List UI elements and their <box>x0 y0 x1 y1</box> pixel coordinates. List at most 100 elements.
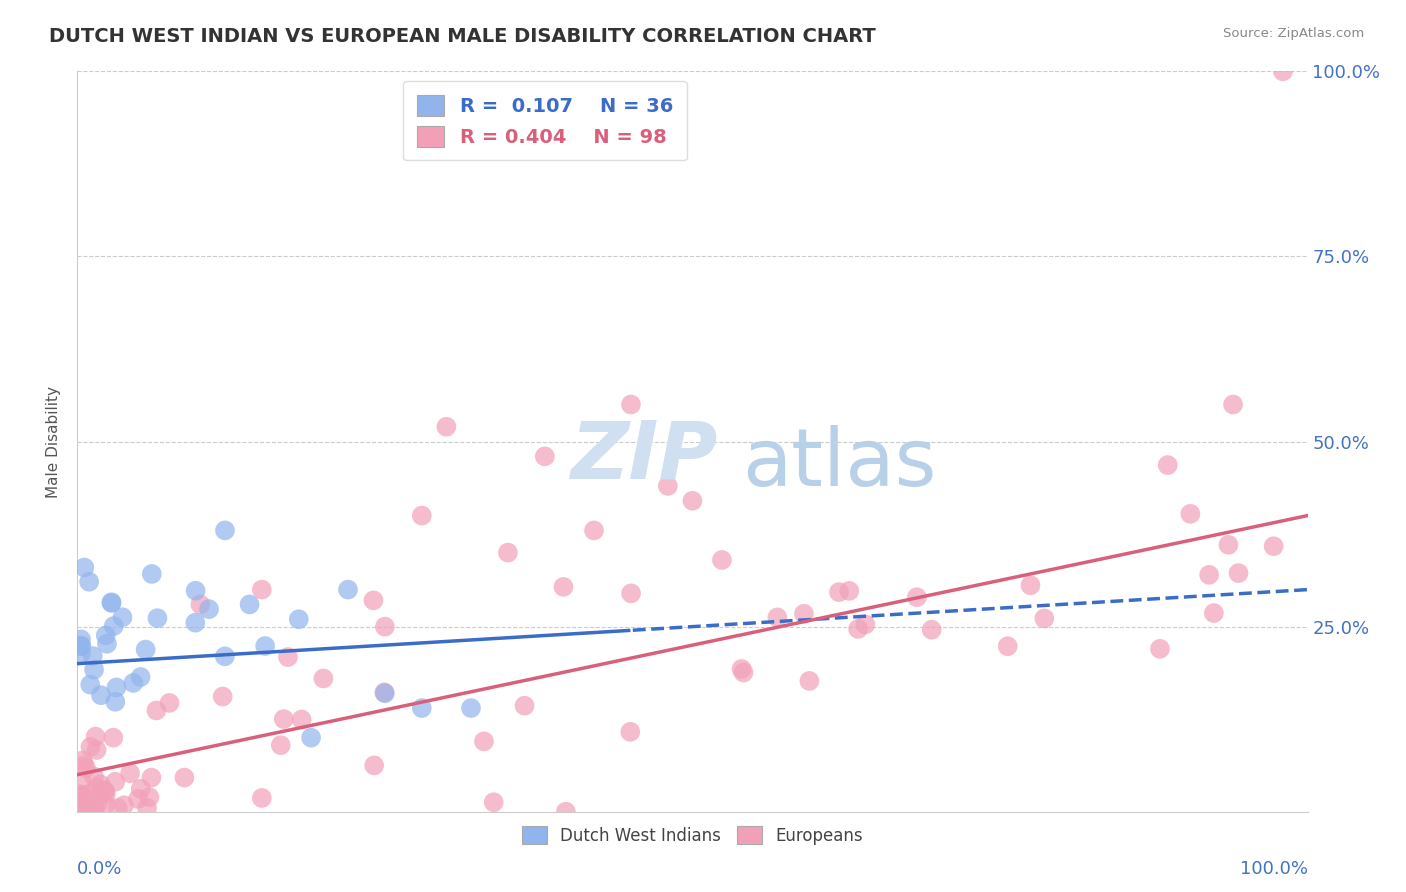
Point <box>107 801 129 815</box>
Point <box>214 524 236 538</box>
Point <box>103 731 125 745</box>
Point <box>730 662 752 676</box>
Point <box>250 582 273 597</box>
Point <box>70 774 93 789</box>
Point <box>1157 458 1180 472</box>
Point <box>79 739 101 754</box>
Point <box>838 583 860 598</box>
Point <box>94 628 117 642</box>
Point <box>553 580 575 594</box>
Point <box>77 801 100 815</box>
Point <box>214 649 236 664</box>
Point <box>1263 539 1285 553</box>
Point <box>620 398 643 412</box>
Point <box>129 670 152 684</box>
Point <box>70 640 93 654</box>
Point <box>1198 567 1220 582</box>
Point <box>1019 578 1042 592</box>
Point <box>710 553 733 567</box>
Point <box>270 738 292 752</box>
Point <box>583 524 606 538</box>
Point <box>94 784 117 798</box>
Point <box>239 598 262 612</box>
Point <box>657 479 679 493</box>
Point <box>136 801 159 815</box>
Point <box>277 650 299 665</box>
Point <box>250 791 273 805</box>
Text: DUTCH WEST INDIAN VS EUROPEAN MALE DISABILITY CORRELATION CHART: DUTCH WEST INDIAN VS EUROPEAN MALE DISAB… <box>49 27 876 45</box>
Point <box>799 673 821 688</box>
Point <box>853 617 876 632</box>
Point <box>138 790 160 805</box>
Point <box>146 611 169 625</box>
Point <box>69 801 91 815</box>
Point <box>1033 611 1056 625</box>
Point <box>905 591 928 605</box>
Point <box>554 805 576 819</box>
Point <box>77 574 100 589</box>
Point <box>93 783 115 797</box>
Point <box>100 595 122 609</box>
Point <box>104 695 127 709</box>
Point <box>513 698 536 713</box>
Point <box>184 583 207 598</box>
Text: 100.0%: 100.0% <box>1240 860 1308 878</box>
Point <box>733 665 755 680</box>
Point <box>83 770 105 784</box>
Text: Source: ZipAtlas.com: Source: ZipAtlas.com <box>1223 27 1364 40</box>
Point <box>80 801 103 815</box>
Point <box>921 623 943 637</box>
Point <box>75 761 97 775</box>
Point <box>82 648 104 663</box>
Point <box>120 766 142 780</box>
Point <box>312 672 335 686</box>
Point <box>460 701 482 715</box>
Point <box>89 777 111 791</box>
Point <box>94 797 117 812</box>
Point <box>846 622 869 636</box>
Point <box>94 787 117 801</box>
Point <box>73 560 96 574</box>
Point <box>83 663 105 677</box>
Point <box>145 703 167 717</box>
Point <box>79 678 101 692</box>
Point <box>482 795 505 809</box>
Point <box>104 774 127 789</box>
Point <box>122 676 145 690</box>
Point <box>374 619 396 633</box>
Point <box>291 713 314 727</box>
Point <box>83 801 105 815</box>
Point <box>288 612 311 626</box>
Point <box>411 701 433 715</box>
Point <box>337 582 360 597</box>
Point <box>141 566 163 581</box>
Point <box>496 546 519 560</box>
Point <box>1202 606 1225 620</box>
Point <box>620 586 643 600</box>
Point <box>129 781 152 796</box>
Text: ZIP: ZIP <box>569 417 717 495</box>
Point <box>1149 641 1171 656</box>
Point <box>828 585 851 599</box>
Point <box>793 607 815 621</box>
Text: 0.0%: 0.0% <box>77 860 122 878</box>
Point <box>363 593 385 607</box>
Point <box>436 419 458 434</box>
Point <box>86 743 108 757</box>
Point <box>112 798 135 813</box>
Y-axis label: Male Disability: Male Disability <box>46 385 62 498</box>
Point <box>141 771 163 785</box>
Point <box>75 801 97 815</box>
Point <box>69 788 91 802</box>
Point <box>273 712 295 726</box>
Point <box>254 639 277 653</box>
Point <box>70 639 93 653</box>
Point <box>90 688 112 702</box>
Text: atlas: atlas <box>742 425 936 503</box>
Point <box>69 796 91 810</box>
Point <box>70 632 93 647</box>
Point <box>374 686 396 700</box>
Point <box>135 642 157 657</box>
Point <box>184 615 207 630</box>
Point <box>105 681 128 695</box>
